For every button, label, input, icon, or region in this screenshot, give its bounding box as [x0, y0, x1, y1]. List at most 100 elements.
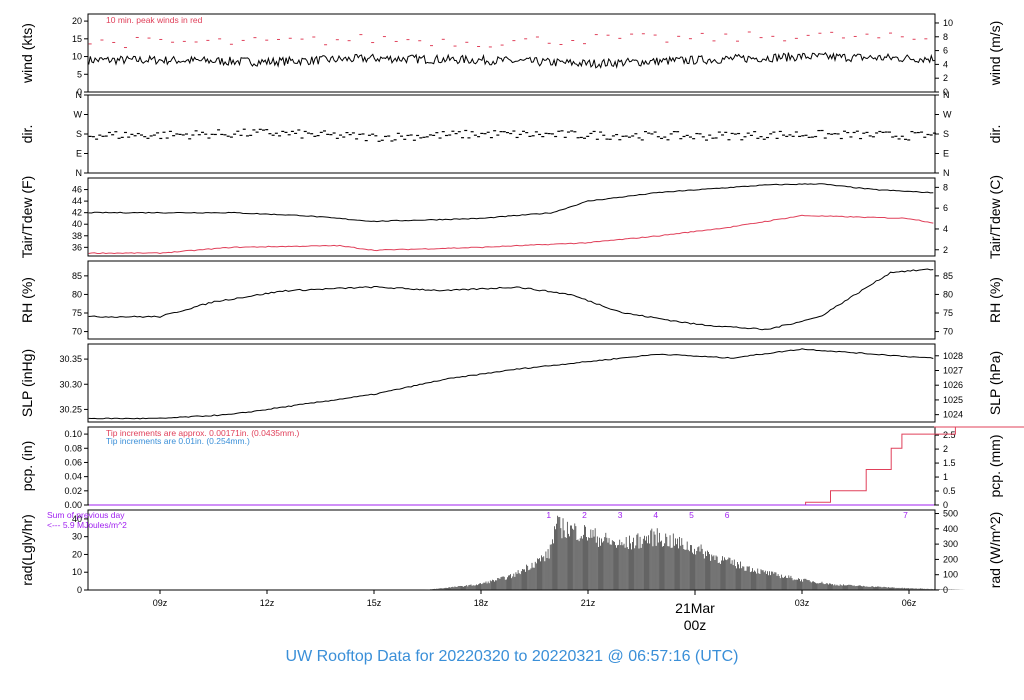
- tick-label-right-dir: E: [943, 149, 949, 159]
- tick-label-left-wind: 10: [72, 52, 82, 62]
- series-temp-Tair: [88, 183, 934, 223]
- tick-label-left-dir: N: [76, 90, 83, 100]
- tick-label-right-temp: 2: [943, 245, 948, 255]
- tick-label-right-slp: 1027: [943, 365, 963, 375]
- ylabel-right-dir: dir.: [987, 125, 1003, 144]
- tick-label-right-dir: N: [943, 168, 950, 178]
- tick-label-right-pcp: 0: [943, 500, 948, 510]
- tick-label-right-wind: 8: [943, 32, 948, 42]
- x-tick-label-06z: 06z: [902, 598, 917, 608]
- tick-label-left-temp: 46: [72, 185, 82, 195]
- tick-label-right-pcp: 2.5: [943, 430, 956, 440]
- tick-label-right-wind: 6: [943, 46, 948, 56]
- tick-label-left-pcp: 0.10: [64, 429, 82, 439]
- x-tick-label-09z: 09z: [153, 598, 168, 608]
- tick-label-left-pcp: 0.02: [64, 486, 82, 496]
- series-rh-s0: [88, 268, 934, 331]
- tick-label-left-rad: 20: [72, 549, 82, 559]
- x-tick-label-21z: 21z: [581, 598, 596, 608]
- ylabel-left-pcp: pcp. (in): [19, 441, 35, 492]
- tick-label-left-dir: S: [76, 129, 82, 139]
- tick-label-right-slp: 1028: [943, 351, 963, 361]
- tick-label-right-slp: 1024: [943, 410, 963, 420]
- tick-label-right-rad: 200: [943, 554, 958, 564]
- tick-label-right-wind: 0: [943, 87, 948, 97]
- rad-hour-label-7: 7: [903, 510, 908, 520]
- series-pcp-s0: [89, 426, 1024, 506]
- footer-title: UW Rooftop Data for 20220320 to 20220321…: [285, 648, 739, 665]
- panel-temp-frame: [87, 177, 936, 257]
- rad-hour-label-5: 5: [689, 510, 694, 520]
- series-slp-s0: [88, 348, 934, 420]
- rad-hour-label-3: 3: [618, 510, 623, 520]
- tick-label-right-slp: 1026: [943, 380, 963, 390]
- tick-label-left-slp: 30.30: [59, 379, 82, 389]
- tick-label-left-temp: 44: [72, 196, 82, 206]
- tick-label-left-dir: N: [76, 168, 83, 178]
- annotation-wind: 10 min. peak winds in red: [106, 15, 203, 25]
- tick-label-left-temp: 40: [72, 219, 82, 229]
- x-date-sub: 00z: [684, 617, 707, 633]
- rad-note-sum: Sum of previous day: [47, 510, 125, 520]
- tick-label-right-rad: 0: [943, 585, 948, 595]
- rad-hour-label-6: 6: [725, 510, 730, 520]
- rad-hour-label-4: 4: [653, 510, 658, 520]
- tick-label-right-pcp: 1: [943, 472, 948, 482]
- pcp-note-blue: Tip increments are 0.01in. (0.254mm.): [106, 436, 250, 446]
- ylabel-right-rh: RH (%): [987, 277, 1003, 323]
- ylabel-left-rad: rad(Lgly/hr): [19, 514, 35, 586]
- tick-label-left-pcp: 0.06: [64, 457, 82, 467]
- tick-label-left-rad: 30: [72, 532, 82, 542]
- tick-label-right-rh: 80: [943, 289, 953, 299]
- rad-hour-label-2: 2: [582, 510, 587, 520]
- ylabel-right-temp: Tair/Tdew (C): [987, 175, 1003, 259]
- tick-label-right-rh: 70: [943, 327, 953, 337]
- tick-label-left-rh: 80: [72, 289, 82, 299]
- tick-label-right-wind: 10: [943, 18, 953, 28]
- tick-label-right-rh: 85: [943, 271, 953, 281]
- ylabel-right-wind: wind (m/s): [987, 21, 1003, 87]
- panel-slp-frame: [87, 343, 936, 423]
- panel-rad-frame: [87, 509, 936, 591]
- x-tick-label-12z: 12z: [260, 598, 275, 608]
- ylabel-left-rh: RH (%): [19, 277, 35, 323]
- ylabel-right-rad: rad (W/m^2): [987, 512, 1003, 589]
- series-wind-s0: [88, 51, 935, 69]
- tick-label-right-temp: 6: [943, 203, 948, 213]
- tick-label-right-dir: W: [943, 110, 952, 120]
- tick-label-right-rad: 400: [943, 524, 958, 534]
- ylabel-left-wind: wind (kts): [19, 23, 35, 84]
- ylabel-right-pcp: pcp. (mm): [987, 435, 1003, 498]
- series-temp-Tdew: [88, 214, 934, 255]
- x-tick-label-18z: 18z: [474, 598, 489, 608]
- tick-label-left-pcp: 0.08: [64, 443, 82, 453]
- tick-label-left-rad: 10: [72, 567, 82, 577]
- tick-label-left-temp: 38: [72, 231, 82, 241]
- rad-note-mj: <--- 5.9 MJoules/m^2: [47, 520, 127, 530]
- tick-label-left-pcp: 0.00: [64, 500, 82, 510]
- tick-label-left-rh: 75: [72, 308, 82, 318]
- tick-label-right-pcp: 2: [943, 444, 948, 454]
- ylabel-right-slp: SLP (hPa): [987, 351, 1003, 415]
- tick-label-left-wind: 20: [72, 16, 82, 26]
- tick-label-right-pcp: 0.5: [943, 486, 956, 496]
- rad-hour-label-1: 1: [546, 510, 551, 520]
- tick-label-right-dir: S: [943, 129, 949, 139]
- x-date-label: 21Mar: [675, 600, 715, 616]
- tick-label-left-temp: 42: [72, 208, 82, 218]
- tick-label-right-rad: 100: [943, 570, 958, 580]
- tick-label-right-rad: 300: [943, 539, 958, 549]
- ylabel-left-temp: Tair/Tdew (F): [19, 176, 35, 258]
- tick-label-right-temp: 4: [943, 224, 948, 234]
- panel-wind-frame: [87, 13, 936, 93]
- panel-rh-frame: [87, 260, 936, 340]
- tick-label-left-wind: 5: [77, 69, 82, 79]
- tick-label-left-rh: 70: [72, 327, 82, 337]
- x-tick-label-03z: 03z: [795, 598, 810, 608]
- tick-label-left-rad: 40: [72, 514, 82, 524]
- tick-label-left-slp: 30.35: [59, 354, 82, 364]
- tick-label-left-wind: 15: [72, 34, 82, 44]
- tick-label-left-rad: 0: [77, 585, 82, 595]
- tick-label-left-dir: W: [74, 110, 83, 120]
